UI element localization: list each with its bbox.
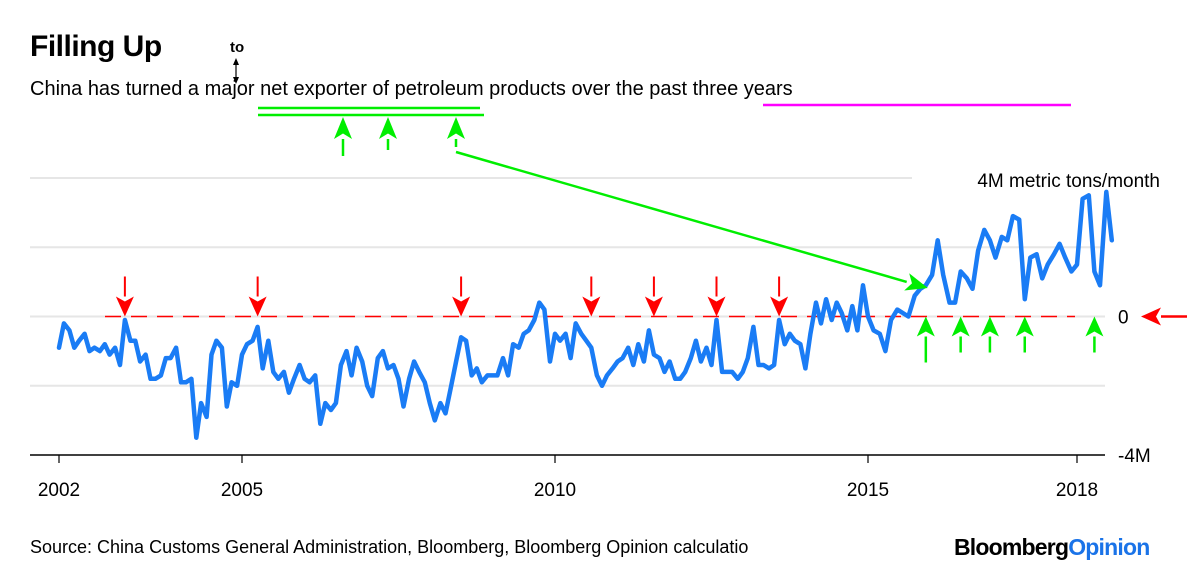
arrow-head bbox=[707, 296, 726, 317]
insertion-double-arrow-icon bbox=[233, 58, 239, 84]
red-down-arrow-icon bbox=[248, 276, 267, 317]
chart-title: Filling Up bbox=[30, 30, 162, 63]
green-up-arrow-icon bbox=[980, 316, 999, 353]
y-tick-labels: 4M metric tons/month 0 -4M bbox=[977, 171, 1160, 467]
arrow-head bbox=[334, 117, 352, 139]
red-down-arrow-icon bbox=[770, 276, 789, 317]
arrow-head bbox=[233, 77, 239, 84]
arrow-head bbox=[248, 296, 267, 317]
green-up-arrow-icon bbox=[916, 316, 935, 363]
y-tick-label: -4M bbox=[1118, 446, 1151, 467]
arrow-head bbox=[1141, 307, 1161, 326]
green-up-arrow-icon bbox=[334, 117, 352, 156]
green-up-arrow-icon bbox=[1015, 316, 1034, 353]
chart-subtitle: China has turned a major net exporter of… bbox=[30, 78, 793, 101]
red-down-arrow-icon bbox=[644, 276, 663, 317]
arrow-head bbox=[916, 316, 935, 337]
brand-part1: Bloomberg bbox=[954, 534, 1069, 560]
x-ticks: 2002 2005 2010 2015 2018 bbox=[38, 455, 1098, 501]
red-down-arrow-icon bbox=[115, 276, 134, 317]
green-up-arrow-icon bbox=[447, 117, 465, 147]
arrow-shaft bbox=[455, 150, 908, 284]
arrow-head bbox=[233, 58, 239, 65]
subtitle-annotations: to bbox=[230, 39, 1071, 156]
arrow-head bbox=[452, 296, 471, 317]
arrow-head bbox=[447, 117, 465, 139]
x-tick-label: 2005 bbox=[221, 480, 263, 501]
green-arrow-annotations bbox=[455, 150, 1104, 363]
arrow-head bbox=[951, 316, 970, 337]
source-note: Source: China Customs General Administra… bbox=[30, 537, 749, 557]
subtitle-highlight-green: major net exporter bbox=[204, 78, 367, 100]
red-down-arrow-icon bbox=[707, 276, 726, 317]
subtitle-gap: a bbox=[182, 78, 205, 100]
x-tick-label: 2015 bbox=[847, 480, 889, 501]
arrow-head bbox=[1015, 316, 1034, 337]
arrow-head bbox=[115, 296, 134, 317]
red-left-arrow-icon bbox=[1141, 307, 1187, 326]
arrow-head bbox=[980, 316, 999, 337]
subtitle-highlight-magenta: over the past three years bbox=[571, 78, 793, 100]
series-line bbox=[56, 189, 1115, 440]
arrow-head bbox=[1085, 316, 1104, 337]
x-tick-label: 2010 bbox=[534, 480, 576, 501]
y-unit-label: 4M metric tons/month bbox=[977, 171, 1160, 192]
arrow-head bbox=[770, 296, 789, 317]
x-tick-label: 2002 bbox=[38, 480, 80, 501]
x-tick-label: 2018 bbox=[1056, 480, 1098, 501]
green-up-arrow-icon bbox=[379, 117, 397, 150]
subtitle-mid: of petroleum products bbox=[366, 78, 572, 100]
subtitle-pre: China has turned bbox=[30, 78, 183, 100]
arrow-head bbox=[582, 296, 601, 317]
insert-text-to: to bbox=[230, 39, 244, 56]
red-down-arrow-icon bbox=[452, 276, 471, 317]
green-up-arrow-icon bbox=[1085, 316, 1104, 353]
arrow-head bbox=[379, 117, 397, 139]
arrow-head bbox=[644, 296, 663, 317]
green-up-arrow-icon bbox=[951, 316, 970, 353]
brand-part2: Opinion bbox=[1068, 534, 1150, 560]
y-tick-label: 0 bbox=[1118, 308, 1129, 329]
red-arrow-annotations bbox=[115, 276, 1187, 326]
brand-logo: BloombergOpinion bbox=[952, 534, 1150, 561]
green-pointer-arrow-icon bbox=[455, 150, 928, 291]
red-down-arrow-icon bbox=[582, 276, 601, 317]
arrow-head bbox=[904, 273, 928, 291]
